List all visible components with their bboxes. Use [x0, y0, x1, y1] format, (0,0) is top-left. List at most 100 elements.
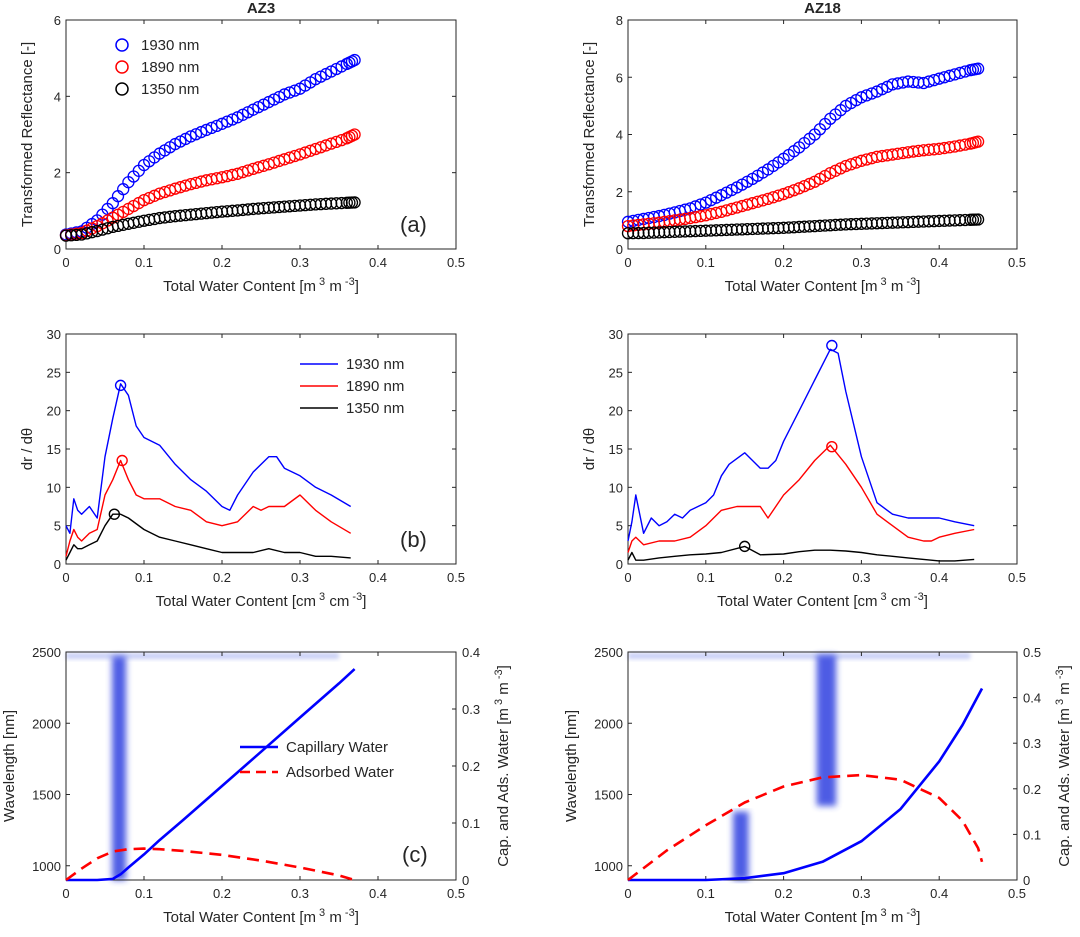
peak-marker: [826, 339, 838, 352]
y-right-axis-label: Cap. and Ads. Water [m 3 m -3]: [493, 665, 512, 867]
data-point: [226, 113, 239, 126]
x-axis-label-part: -3: [911, 591, 924, 603]
y-right-axis-label-part: 3: [493, 699, 505, 708]
legend-marker: [115, 38, 129, 52]
series-1350-nm: [621, 213, 985, 240]
series-1350-nm: [59, 196, 361, 242]
data-point: [971, 135, 985, 148]
x-tick-label: 0: [624, 255, 631, 270]
x-axis-label-part: cm: [325, 593, 349, 610]
x-tick-label: 0.5: [447, 255, 465, 270]
x-axis-label-part: ]: [362, 593, 366, 610]
y-tick-label: 2000: [32, 716, 61, 731]
x-tick-label: 0.2: [775, 886, 793, 901]
x-tick-label: 0.4: [369, 255, 387, 270]
y-right-tick-label: 0.4: [1023, 691, 1041, 706]
y-right-tick-label: 0.2: [462, 759, 480, 774]
y-tick-label: 6: [54, 13, 61, 28]
peak-marker: [826, 441, 838, 453]
peak-marker: [116, 454, 128, 467]
data-point: [798, 179, 811, 193]
legend-label: 1350 nm: [346, 400, 404, 417]
x-axis-label-part: Total Water Content [m: [163, 909, 316, 926]
x-axis-label-part: -3: [903, 276, 916, 288]
heatmap-layer: [628, 652, 1017, 880]
y-right-tick-label: 0: [1023, 873, 1030, 888]
series-1930-nm: [627, 348, 975, 542]
series-line: [627, 348, 975, 542]
panel-title: AZ3: [247, 0, 275, 17]
x-tick-label: 0.2: [213, 255, 231, 270]
data-point: [335, 133, 348, 147]
y-tick-label: 0: [54, 242, 61, 257]
panel-a_AZ18: AZ18 0 0.1 0.2 0.3 0.4 0.5 0 2 4 6 8 Total Water Con…: [581, 0, 1026, 295]
heatmap-band-0: [733, 811, 749, 880]
series-line: [627, 773, 984, 882]
y-tick-label: 1500: [32, 788, 61, 803]
panel-label: (c): [402, 842, 428, 867]
data-point: [803, 177, 816, 191]
y-tick-label: 5: [616, 519, 623, 534]
heatmap-background: [66, 652, 456, 880]
data-point: [860, 89, 873, 102]
series-line: [65, 459, 352, 557]
data-point: [971, 213, 985, 226]
x-axis-label-part: 3: [877, 276, 886, 288]
data-point: [148, 189, 161, 202]
y-right-axis-label-part: ]: [1056, 665, 1073, 669]
x-tick-label: 0.4: [930, 570, 948, 585]
x-tick-label: 0.1: [135, 570, 153, 585]
series-line: [627, 545, 975, 562]
legend-label: 1350 nm: [141, 81, 199, 98]
y-right-axis-label-part: -3: [1054, 669, 1066, 682]
peak-marker: [108, 508, 121, 520]
axes-frame: [627, 333, 1018, 565]
legend-label: Capillary Water: [286, 739, 388, 756]
x-axis-label-part: ]: [916, 278, 920, 295]
y-right-axis-label-part: ]: [495, 665, 512, 669]
x-tick-label: 0.4: [930, 886, 948, 901]
data-point: [184, 130, 197, 143]
x-tick-label: 0.5: [447, 570, 465, 585]
panel-c_AZ3: 0 0.1 0.2 0.3 0.4 0.5 1000 1500 2000 2500 0 0.1 0.2 0…: [1, 645, 512, 926]
y-axis-label: dr / dθ: [19, 428, 36, 471]
series-1930-nm: [65, 383, 352, 534]
x-tick-label: 0.1: [135, 886, 153, 901]
y-right-axis-label-part: -3: [493, 669, 505, 682]
data-point: [283, 86, 296, 99]
y-tick-label: 4: [616, 128, 623, 143]
x-tick-label: 0.5: [1008, 886, 1026, 901]
y-right-tick-label: 0.2: [1023, 782, 1041, 797]
x-tick-label: 0.3: [852, 570, 870, 585]
legend: 1930 nm 1890 nm 1350 nm: [300, 356, 404, 417]
y-right-tick-label: 0.5: [1023, 645, 1041, 660]
panel-title: AZ18: [804, 0, 841, 17]
x-axis-label-part: Total Water Content [m: [725, 278, 878, 295]
y-tick-label: 10: [609, 480, 623, 495]
y-tick-label: 2500: [32, 645, 61, 660]
y-right-tick-label: 0.4: [462, 645, 480, 660]
data-point: [865, 87, 878, 100]
legend-label: Adsorbed Water: [286, 764, 394, 781]
x-axis-label-part: Total Water Content [cm: [156, 593, 316, 610]
legend: 1930 nm 1890 nm 1350 nm: [115, 37, 199, 98]
data-point: [189, 128, 203, 141]
data-point: [348, 53, 361, 67]
y-axis-label: Wavelength [nm]: [563, 710, 580, 822]
y-right-tick-label: 0.1: [462, 816, 480, 831]
y-axis-label: Transformed Reflectance [-]: [581, 42, 598, 227]
x-tick-label: 0.2: [213, 886, 231, 901]
x-axis-label: Total Water Content [m 3 m -3]: [725, 907, 921, 926]
y-tick-label: 15: [609, 442, 623, 457]
panel-a_AZ3: AZ3 0 0.1 0.2 0.3 0.4 0.5 0 2 4 6 Total Water Conte…: [19, 0, 465, 295]
x-axis-label-part: m: [325, 278, 342, 295]
series-capillary-water: [628, 687, 984, 882]
y-tick-label: 2500: [594, 645, 623, 660]
y-right-axis-label-part: 3: [1054, 699, 1066, 708]
x-tick-label: 0.5: [1008, 570, 1026, 585]
y-tick-label: 15: [47, 442, 61, 457]
x-axis-label-part: 3: [316, 907, 325, 919]
series-line: [65, 513, 351, 561]
axes-frame: [627, 651, 1018, 881]
